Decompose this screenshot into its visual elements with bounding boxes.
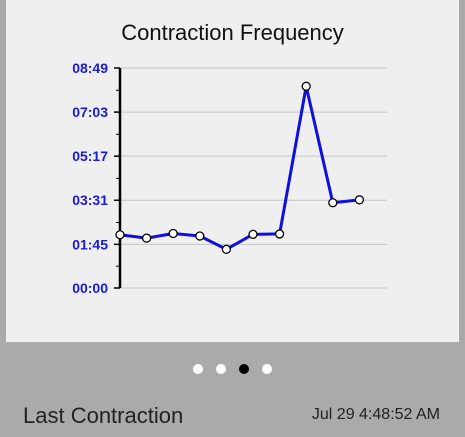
contraction-frequency-chart: 00:00 01:45 03:31 05:17 07:03 08:49 — [72, 60, 387, 296]
chart-card[interactable]: Contraction Frequency 00:00 01:45 03:31 05:… — [6, 0, 459, 342]
y-tick-label: 01:45 — [72, 236, 108, 252]
data-point — [301, 81, 311, 91]
page-dot[interactable] — [239, 364, 249, 374]
page-dot[interactable] — [193, 364, 203, 374]
last-contraction-label: Last Contraction — [23, 403, 184, 428]
data-point — [168, 228, 178, 239]
data-point — [195, 231, 205, 241]
page-dot[interactable] — [262, 364, 272, 374]
y-tick-label: 05:17 — [72, 148, 108, 164]
page-dot[interactable] — [216, 364, 226, 374]
data-point — [221, 244, 232, 254]
chart-title: Contraction Frequency — [121, 20, 344, 45]
page-indicator[interactable] — [0, 361, 465, 377]
data-point — [274, 229, 285, 239]
data-point — [115, 230, 125, 240]
series-line — [119, 84, 360, 251]
data-point — [248, 229, 258, 240]
y-tick-label: 00:00 — [72, 280, 108, 296]
y-tick-label: 08:49 — [72, 60, 108, 76]
y-tick-label: 07:03 — [72, 104, 108, 120]
last-contraction-time: Jul 29 4:48:52 AM — [311, 406, 440, 423]
data-point — [354, 195, 365, 205]
data-point — [141, 233, 152, 243]
data-point — [328, 198, 338, 208]
y-tick-label: 03:31 — [72, 192, 108, 208]
